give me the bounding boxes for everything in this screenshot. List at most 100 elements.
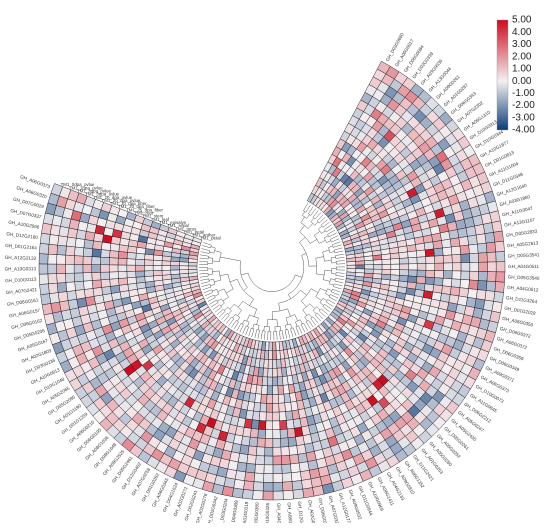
heatmap-cell xyxy=(443,278,452,287)
dendrogram-branch xyxy=(288,294,291,298)
dendrogram-branch xyxy=(226,289,233,293)
gene-label: GH_A04G0512 xyxy=(507,285,539,293)
heatmap-cell xyxy=(286,420,294,430)
dendrogram-branch xyxy=(334,284,342,286)
gene-label: GH_D12G2180 xyxy=(6,231,38,240)
heatmap-cell xyxy=(495,241,505,252)
heatmap-cell xyxy=(460,279,469,288)
dendrogram-branch xyxy=(258,330,260,338)
heatmap-cell xyxy=(136,277,145,284)
dendrogram-branch xyxy=(336,261,345,262)
heatmap-cell xyxy=(136,259,145,265)
heatmap-cell xyxy=(101,250,110,258)
heatmap-cell xyxy=(102,286,112,295)
heatmap-cell xyxy=(281,447,290,456)
heatmap-cell xyxy=(256,447,265,456)
dendrogram-branch xyxy=(335,278,343,280)
heatmap-cell xyxy=(57,264,66,274)
heatmap-cell xyxy=(373,264,382,269)
heatmap-cell xyxy=(273,403,279,412)
heatmap-cell xyxy=(382,269,391,274)
heatmap-cell xyxy=(288,437,297,447)
color-scale-tick: -3.00 xyxy=(512,112,535,123)
heatmap-cell xyxy=(492,301,502,312)
dendrogram-arc xyxy=(248,273,295,292)
heatmap-cell xyxy=(237,462,247,472)
heatmap-cell xyxy=(469,253,478,262)
gene-label: GH_D02G0342 xyxy=(206,495,218,523)
dendrogram-branch xyxy=(202,284,210,286)
heatmap-cell xyxy=(279,412,286,421)
heatmap-cell xyxy=(290,454,299,464)
gene-label: GH_A03G0319 xyxy=(241,501,249,523)
heatmap-cell xyxy=(476,290,486,300)
heatmap-cell xyxy=(347,265,356,269)
heatmap-cell xyxy=(468,235,478,245)
dendrogram-branch xyxy=(234,322,238,329)
dendrogram-branch xyxy=(285,325,286,330)
heatmap-cell xyxy=(282,464,292,473)
color-scale-tick: -4.00 xyxy=(512,125,535,136)
heatmap-cell xyxy=(264,465,273,474)
heatmap-cell xyxy=(425,277,434,285)
heatmap-cell xyxy=(118,278,127,285)
dendrogram-branch xyxy=(285,330,287,338)
dendrogram-branch xyxy=(304,323,308,331)
dendrogram-branch xyxy=(200,279,208,281)
dendrogram-branch xyxy=(302,253,307,255)
heatmap-cell xyxy=(136,265,145,271)
dendrogram-branch xyxy=(242,320,244,324)
heatmap-cell xyxy=(452,271,461,280)
gene-label: GH_D10G0113 xyxy=(5,277,37,284)
dendrogram-branch xyxy=(218,289,224,292)
heatmap-cell xyxy=(258,429,266,438)
dendrogram-branch xyxy=(255,330,257,338)
dendrogram-branch xyxy=(203,287,211,290)
dendrogram-branch xyxy=(258,325,259,330)
heatmap-cell xyxy=(426,270,435,277)
dendrogram-branch xyxy=(303,203,307,211)
gene-label: GH_D10G0326 xyxy=(265,502,271,523)
heatmap-cell xyxy=(408,251,417,258)
heatmap-cell xyxy=(118,265,127,272)
heatmap-cell xyxy=(285,402,292,411)
dendrogram-branch xyxy=(199,261,208,262)
dendrogram-branch xyxy=(247,322,249,326)
dendrogram-branch xyxy=(323,280,330,282)
heatmap-cell xyxy=(110,279,119,287)
heatmap-cell xyxy=(66,282,76,292)
gene-label: GH_A02G0284 xyxy=(307,500,317,523)
dendrogram-branch xyxy=(330,294,338,298)
heatmap-cell xyxy=(277,377,283,386)
heatmap-cell xyxy=(459,236,469,246)
heatmap-cell xyxy=(382,259,391,264)
dendrogram-branch xyxy=(296,327,299,335)
heatmap-cell xyxy=(48,283,58,294)
dendrogram-branch xyxy=(301,324,305,332)
heatmap-cell xyxy=(449,230,459,240)
heatmap-cell xyxy=(57,273,66,283)
dendrogram-branch xyxy=(318,226,322,229)
heatmap-cell xyxy=(373,260,382,265)
heatmap-cell xyxy=(268,368,273,377)
gene-label: GH_A07G2421 xyxy=(6,287,38,295)
heatmap-cell xyxy=(487,252,496,262)
heatmap-cell xyxy=(417,257,426,264)
heatmap-cell xyxy=(477,281,487,291)
heatmap-cell xyxy=(127,259,136,266)
heatmap-cell xyxy=(425,249,434,257)
dendrogram-branch xyxy=(264,331,265,340)
gene-label: GH_D03G0204 xyxy=(218,498,229,523)
heatmap-cell xyxy=(273,438,281,447)
heatmap-cell xyxy=(171,261,180,266)
heatmap-cell xyxy=(188,266,197,270)
heatmap-cell xyxy=(235,471,246,481)
dendrogram-branch xyxy=(332,289,340,292)
dendrogram-branch xyxy=(200,258,209,259)
heatmap-cell xyxy=(461,271,470,280)
heatmap-cell xyxy=(301,479,312,489)
dendrogram-branch xyxy=(331,279,336,280)
heatmap-cell xyxy=(74,273,83,282)
heatmap-cell xyxy=(153,260,162,265)
color-scale-bar xyxy=(497,20,508,130)
